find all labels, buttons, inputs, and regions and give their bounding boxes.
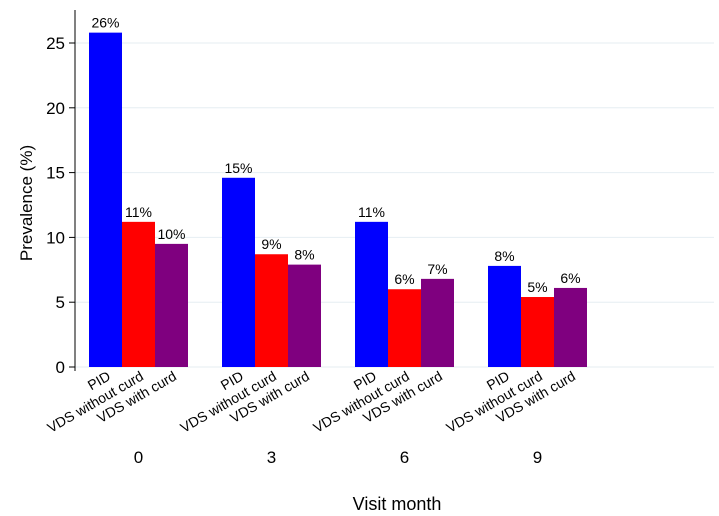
y-tick-label: 5 bbox=[56, 293, 65, 312]
bar-value-label: 6% bbox=[560, 270, 580, 286]
bar-value-label: 15% bbox=[224, 160, 252, 176]
y-axis: 0 5 10 15 20 25 bbox=[46, 10, 76, 377]
bar-value-label: 26% bbox=[91, 15, 119, 31]
bar-pid-month-3 bbox=[222, 177, 255, 367]
bar-pid-month-9 bbox=[488, 265, 521, 367]
y-tick-label: 10 bbox=[46, 228, 65, 247]
bar-value-label: 11% bbox=[125, 204, 152, 220]
x-group-label: 3 bbox=[267, 448, 276, 467]
bar-value-label: 8% bbox=[494, 248, 514, 264]
y-tick-label: 20 bbox=[46, 99, 65, 118]
bar-pid-month-0 bbox=[89, 32, 122, 368]
bar-value-label: 10% bbox=[157, 226, 185, 242]
bar-vds-with-curd-month-9 bbox=[554, 287, 587, 367]
y-tick-label: 25 bbox=[46, 34, 65, 53]
bar-value-label: 7% bbox=[427, 261, 447, 277]
bar-value-label: 5% bbox=[527, 279, 547, 295]
x-group-label: 9 bbox=[533, 448, 542, 467]
bar-value-label: 6% bbox=[394, 271, 414, 287]
x-group-label: 6 bbox=[400, 448, 409, 467]
bars bbox=[89, 32, 587, 368]
bar-vds-without-curd-month-0 bbox=[122, 221, 155, 367]
bar-vds-with-curd-month-6 bbox=[421, 278, 454, 367]
bar-vds-without-curd-month-9 bbox=[521, 297, 554, 367]
x-group-label: 0 bbox=[134, 448, 143, 467]
y-tick-label: 0 bbox=[56, 358, 65, 377]
x-axis-label: Visit month bbox=[353, 494, 442, 514]
bar-value-label: 8% bbox=[294, 247, 314, 263]
bar-vds-without-curd-month-6 bbox=[388, 289, 421, 367]
y-axis-label: Prevalence (%) bbox=[17, 145, 36, 261]
value-labels: 26% 11% 10% 15% 9% 8% 11% 6% 7% 8% 5% 6% bbox=[91, 15, 580, 295]
bar-value-label: 11% bbox=[358, 204, 385, 220]
y-tick-label: 15 bbox=[46, 164, 65, 183]
bar-vds-with-curd-month-0 bbox=[155, 243, 188, 367]
bar-value-label: 9% bbox=[261, 236, 281, 252]
bar-vds-without-curd-month-3 bbox=[255, 254, 288, 367]
bar-pid-month-6 bbox=[355, 221, 388, 367]
bar-vds-with-curd-month-3 bbox=[288, 264, 321, 367]
